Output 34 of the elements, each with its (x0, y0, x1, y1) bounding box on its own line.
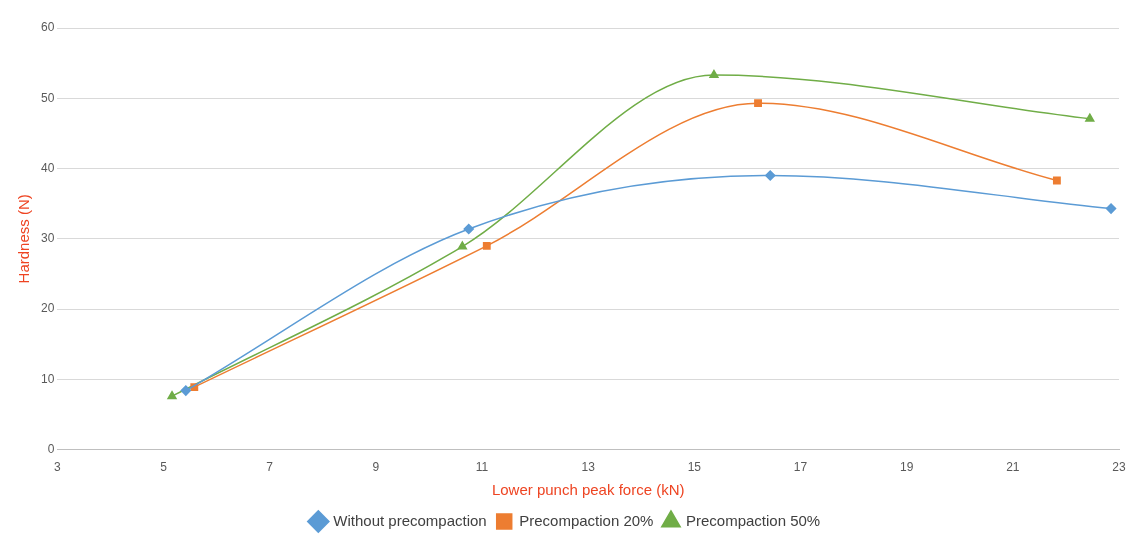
y-axis-title: Hardness (N) (15, 194, 33, 284)
point (709, 69, 719, 79)
y-tick-label: 10 (40, 371, 55, 386)
point (180, 385, 192, 396)
legend-label: Without precompaction (333, 511, 487, 529)
x-tick-label: 9 (372, 460, 380, 475)
point (167, 390, 177, 400)
point (1105, 203, 1117, 214)
x-tick-label: 23 (1112, 460, 1126, 475)
y-tick-label: 30 (40, 231, 55, 246)
x-tick-label: 5 (160, 460, 168, 475)
y-tick-label: 50 (40, 90, 55, 105)
x-tick-label: 19 (899, 460, 914, 475)
y-tick-label: 60 (40, 20, 55, 35)
x-tick-label: 13 (581, 460, 596, 475)
x-tick-label: 11 (475, 460, 489, 475)
point (765, 170, 776, 181)
point (482, 241, 491, 250)
point (1052, 176, 1061, 185)
point (463, 223, 474, 235)
y-tick-label: 0 (47, 441, 55, 456)
y-tick-label: 40 (40, 160, 55, 175)
x-tick-label: 17 (793, 460, 808, 475)
x-tick-label: 7 (266, 460, 274, 475)
legend-label: Precompaction 20% (519, 511, 654, 529)
x-tick-label: 21 (1006, 460, 1020, 475)
y-tick-label: 20 (40, 301, 55, 316)
x-tick-label: 15 (687, 460, 702, 475)
point (754, 99, 762, 108)
point (457, 241, 468, 250)
x-axis-title: Lower punch peak force (kN) (491, 481, 685, 499)
legend-label: Precompaction 50% (685, 511, 821, 529)
point (1085, 113, 1095, 122)
x-tick-label: 3 (54, 460, 61, 475)
